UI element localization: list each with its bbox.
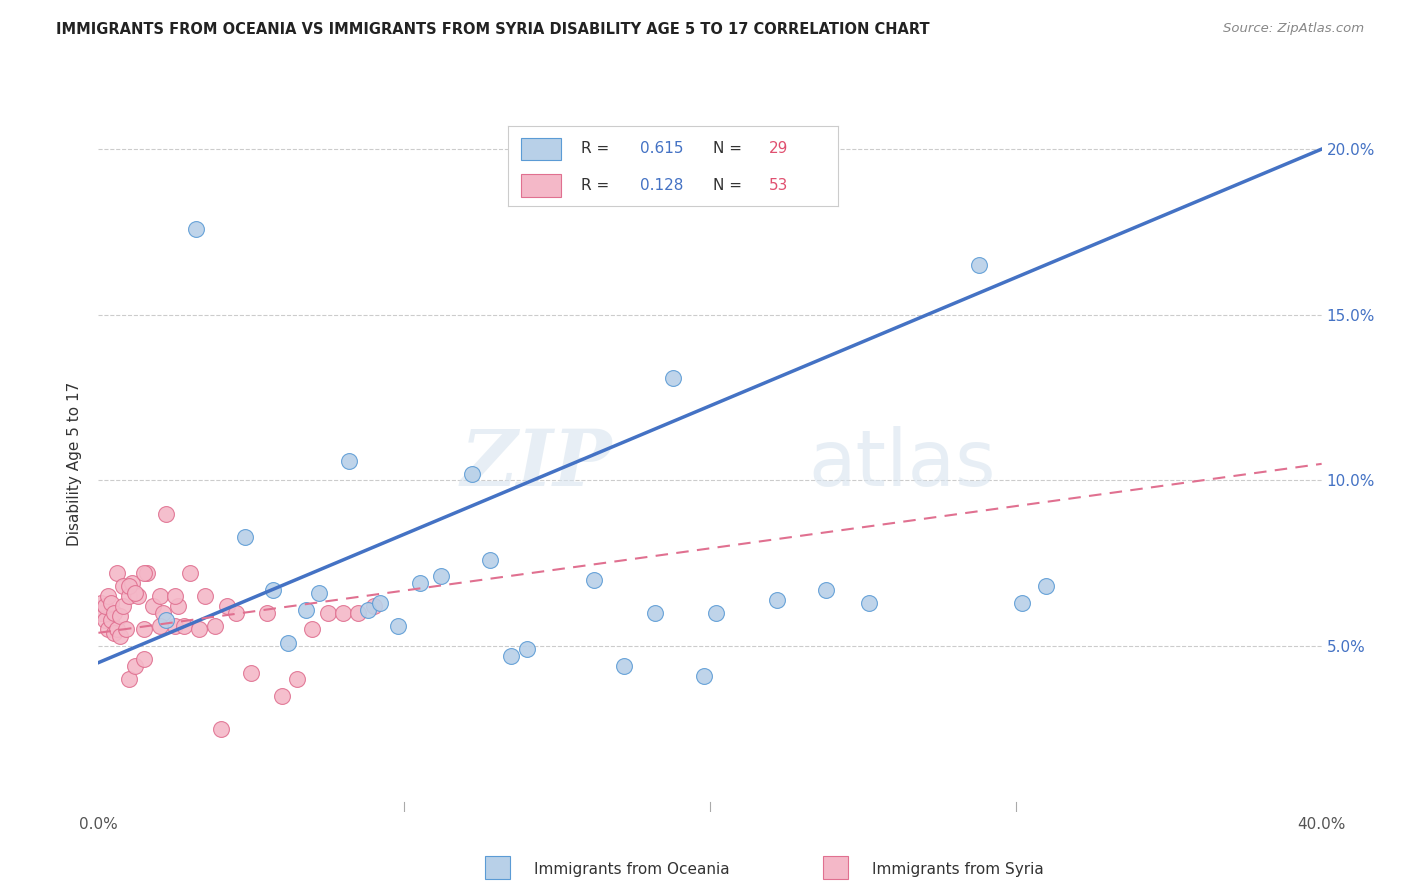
- Point: [90, 596, 112, 610]
- Point: [662, 370, 685, 384]
- Point: [155, 507, 177, 521]
- Point: [103, 606, 125, 620]
- Point: [285, 672, 308, 686]
- Point: [134, 652, 156, 666]
- Point: [356, 602, 378, 616]
- Point: [693, 669, 716, 683]
- Text: Immigrants from Syria: Immigrants from Syria: [872, 863, 1043, 877]
- Point: [152, 606, 174, 620]
- Text: N =: N =: [713, 178, 747, 193]
- Point: [155, 613, 177, 627]
- Point: [194, 590, 217, 604]
- Point: [163, 619, 186, 633]
- Point: [105, 566, 128, 581]
- Point: [368, 596, 391, 610]
- Point: [124, 659, 146, 673]
- Point: [1011, 596, 1033, 610]
- Text: atlas: atlas: [808, 425, 995, 502]
- Point: [501, 648, 523, 663]
- Point: [163, 590, 186, 604]
- Point: [90, 606, 112, 620]
- Point: [332, 606, 354, 620]
- Bar: [522, 175, 561, 197]
- Point: [121, 576, 143, 591]
- Point: [118, 579, 141, 593]
- Point: [93, 599, 115, 614]
- Point: [108, 629, 131, 643]
- Point: [301, 623, 323, 637]
- Point: [308, 586, 330, 600]
- Point: [118, 672, 141, 686]
- Text: ZIP: ZIP: [461, 425, 612, 502]
- Point: [215, 599, 238, 614]
- Point: [103, 625, 125, 640]
- Point: [277, 636, 299, 650]
- Point: [179, 566, 201, 581]
- Text: Source: ZipAtlas.com: Source: ZipAtlas.com: [1223, 22, 1364, 36]
- Point: [704, 606, 727, 620]
- Point: [858, 596, 880, 610]
- Point: [100, 596, 122, 610]
- Point: [516, 642, 538, 657]
- Point: [262, 582, 284, 597]
- Point: [387, 619, 409, 633]
- Point: [478, 553, 501, 567]
- Point: [111, 579, 134, 593]
- Point: [233, 530, 256, 544]
- Point: [167, 599, 190, 614]
- Point: [124, 586, 146, 600]
- Point: [582, 573, 605, 587]
- Text: R =: R =: [581, 141, 614, 156]
- Point: [613, 659, 636, 673]
- Text: IMMIGRANTS FROM OCEANIA VS IMMIGRANTS FROM SYRIA DISABILITY AGE 5 TO 17 CORRELAT: IMMIGRANTS FROM OCEANIA VS IMMIGRANTS FR…: [56, 22, 929, 37]
- Point: [766, 592, 789, 607]
- Text: 53: 53: [769, 178, 789, 193]
- Point: [204, 619, 226, 633]
- Text: 29: 29: [769, 141, 789, 156]
- Point: [100, 613, 122, 627]
- Point: [240, 665, 263, 680]
- Text: Immigrants from Oceania: Immigrants from Oceania: [534, 863, 730, 877]
- Text: R =: R =: [581, 178, 614, 193]
- Point: [142, 599, 165, 614]
- Text: 0.128: 0.128: [640, 178, 683, 193]
- Point: [337, 453, 360, 467]
- Point: [815, 582, 838, 597]
- Text: N =: N =: [713, 141, 747, 156]
- Point: [363, 599, 385, 614]
- Point: [225, 606, 247, 620]
- Point: [173, 619, 195, 633]
- Point: [93, 613, 115, 627]
- Point: [644, 606, 666, 620]
- Point: [149, 590, 172, 604]
- Point: [347, 606, 370, 620]
- Point: [188, 623, 211, 637]
- Point: [408, 576, 430, 591]
- Point: [108, 609, 131, 624]
- Point: [134, 623, 156, 637]
- Point: [209, 722, 232, 736]
- Point: [256, 606, 278, 620]
- Point: [1035, 579, 1057, 593]
- Point: [97, 590, 120, 604]
- Point: [115, 623, 138, 637]
- Point: [270, 689, 292, 703]
- Point: [134, 566, 156, 581]
- Text: 0.615: 0.615: [640, 141, 683, 156]
- Point: [186, 221, 208, 235]
- Point: [967, 258, 990, 272]
- Bar: [522, 137, 561, 160]
- Point: [127, 590, 149, 604]
- Point: [149, 619, 172, 633]
- Point: [105, 623, 128, 637]
- Point: [460, 467, 482, 481]
- Y-axis label: Disability Age 5 to 17: Disability Age 5 to 17: [67, 382, 83, 546]
- Point: [111, 599, 134, 614]
- Point: [316, 606, 339, 620]
- Point: [118, 590, 141, 604]
- Point: [97, 623, 120, 637]
- Point: [136, 566, 159, 581]
- Point: [430, 569, 453, 583]
- Point: [295, 602, 318, 616]
